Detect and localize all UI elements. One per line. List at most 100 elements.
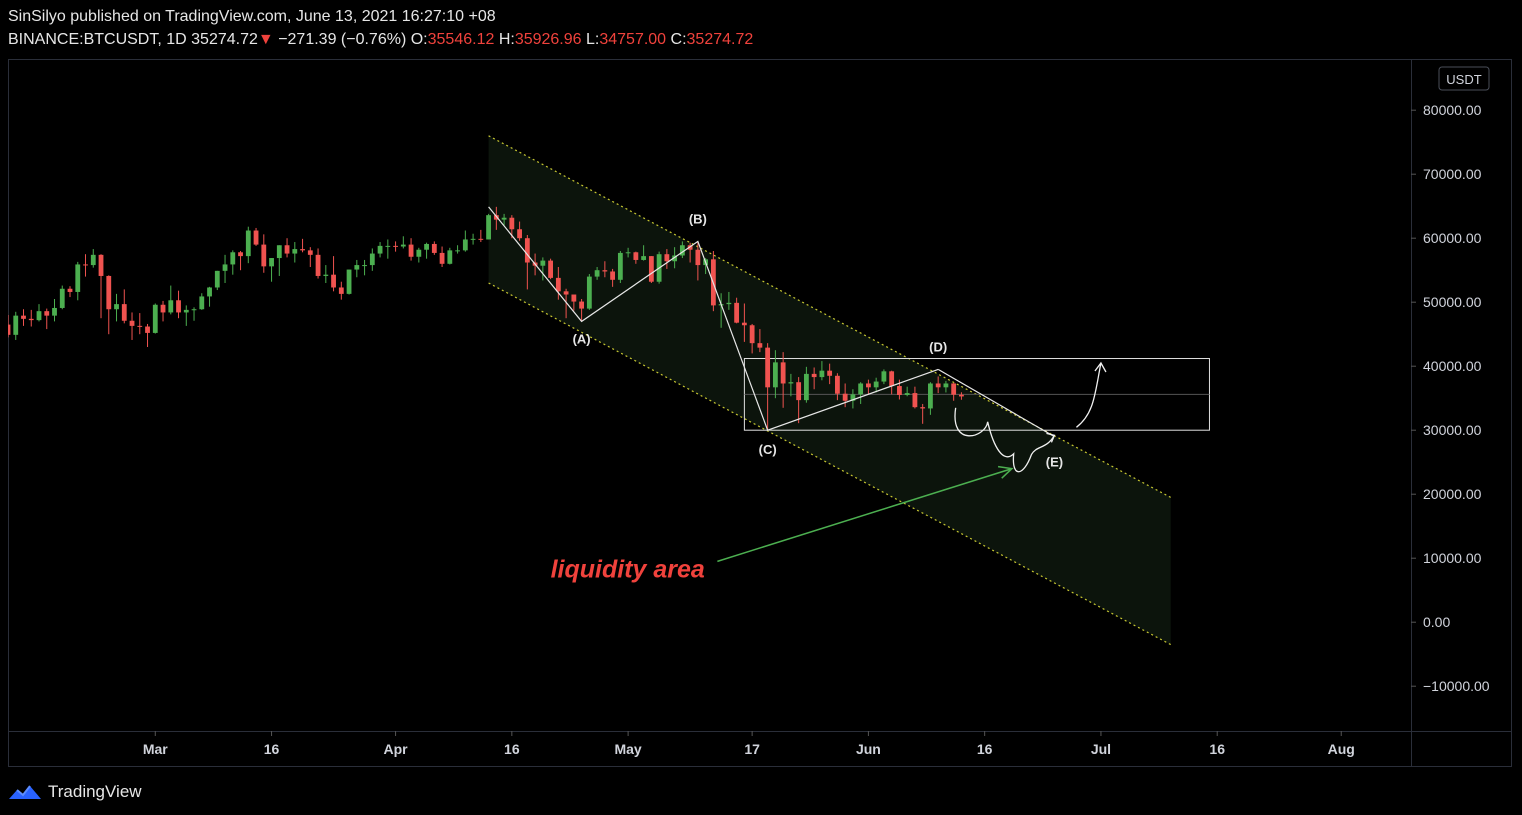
candle — [664, 249, 670, 269]
candle-body — [594, 270, 600, 277]
candle-body — [183, 309, 189, 313]
candle — [447, 247, 453, 265]
candle — [276, 245, 282, 276]
candle-body — [75, 264, 81, 292]
candle-body — [199, 296, 205, 310]
ohlc-line: BINANCE:BTCUSDT, 1D 35274.72▼ −271.39 (−… — [8, 31, 753, 49]
candle — [920, 403, 926, 424]
candle-body — [928, 383, 933, 409]
candle-body — [52, 307, 57, 316]
candle-body — [447, 250, 453, 264]
candle — [493, 206, 499, 230]
candle-body — [59, 288, 65, 308]
candle-body — [106, 275, 112, 310]
candle — [222, 254, 228, 283]
candle — [307, 247, 313, 267]
change-text: −271.39 (−0.76%) — [278, 31, 407, 48]
candle-body — [214, 270, 220, 288]
x-tick-label: 16 — [264, 741, 280, 757]
candle — [772, 350, 778, 399]
candle-body — [137, 325, 143, 327]
candle — [59, 285, 65, 310]
candle-body — [672, 255, 678, 262]
candle — [36, 304, 42, 322]
x-tick-label: 16 — [504, 741, 520, 757]
candle — [238, 251, 243, 271]
candle — [687, 242, 693, 263]
candle — [331, 256, 336, 292]
candle-body — [238, 252, 243, 257]
candle-body — [222, 264, 228, 271]
candle — [842, 383, 848, 408]
candle — [819, 361, 825, 381]
candle-body — [253, 230, 259, 245]
candle — [470, 233, 476, 245]
candle-body — [90, 254, 96, 266]
candle-body — [827, 370, 833, 376]
time-axis[interactable]: Mar 16 Apr 16 May 17 Jun 16 Jul 16 Aug — [143, 731, 1355, 757]
down-arrow-icon: ▼ — [257, 31, 274, 48]
candle — [90, 249, 96, 268]
candle-body — [346, 269, 352, 294]
candle — [935, 376, 941, 394]
liquidity-label: liquidity area — [551, 555, 705, 583]
candle-body — [462, 239, 468, 251]
candle-body — [881, 371, 887, 382]
candle-body — [935, 383, 941, 388]
candle — [455, 245, 460, 254]
candle-body — [230, 252, 236, 265]
candle-body — [114, 304, 119, 310]
candle — [121, 289, 127, 324]
candle-body — [44, 311, 50, 316]
candle — [75, 261, 81, 301]
candle-body — [842, 393, 848, 401]
candle — [439, 246, 445, 267]
wave-label: (B) — [689, 211, 707, 226]
price-chart[interactable]: (A) (B) (C) (D) (E) 80000.00 70000.00 60000.00… — [8, 59, 1512, 767]
candle — [734, 297, 740, 324]
candle-body — [424, 243, 429, 250]
candle — [416, 247, 422, 263]
candle — [300, 238, 305, 253]
candle — [346, 269, 352, 295]
candle-body — [261, 244, 267, 267]
candle — [424, 242, 429, 259]
candle-body — [300, 249, 305, 251]
candle — [13, 311, 19, 340]
candle — [563, 288, 569, 319]
y-tick-label: 20000.00 — [1423, 486, 1482, 502]
low-label: L: — [586, 31, 600, 48]
candle — [486, 213, 491, 240]
candle — [765, 343, 771, 431]
candle-body — [207, 287, 212, 297]
candle-body — [129, 320, 135, 326]
y-tick-label: 80000.00 — [1423, 102, 1482, 118]
close-value: 35274.72 — [686, 31, 754, 48]
candle — [478, 229, 484, 243]
wave-line-projection — [937, 368, 1055, 438]
candle — [8, 315, 11, 338]
candle-body — [517, 229, 522, 239]
candle-body — [377, 245, 383, 254]
price-axis[interactable]: 80000.00 70000.00 60000.00 50000.00 40000.00… — [1411, 102, 1490, 694]
candle-body — [315, 254, 321, 276]
candle-body — [780, 362, 786, 384]
candle-body — [501, 217, 507, 220]
candle — [594, 267, 600, 280]
candle — [959, 392, 964, 400]
tradingview-logo-icon — [9, 785, 41, 799]
candle-body — [191, 309, 197, 311]
candle — [912, 386, 918, 409]
x-tick-label: Apr — [384, 741, 409, 757]
candle-body — [904, 393, 910, 395]
candle — [741, 303, 747, 342]
candle — [292, 242, 298, 263]
wave-line — [488, 206, 939, 431]
high-label: H: — [498, 31, 515, 48]
publisher-line: SinSilyo published on TradingView.com, J… — [8, 8, 496, 26]
breakout-arrowhead — [1094, 361, 1107, 373]
annotations: liquidity area — [551, 361, 1107, 583]
candle-body — [455, 250, 460, 252]
candle — [811, 367, 817, 390]
y-tick-label: 50000.00 — [1423, 294, 1482, 310]
